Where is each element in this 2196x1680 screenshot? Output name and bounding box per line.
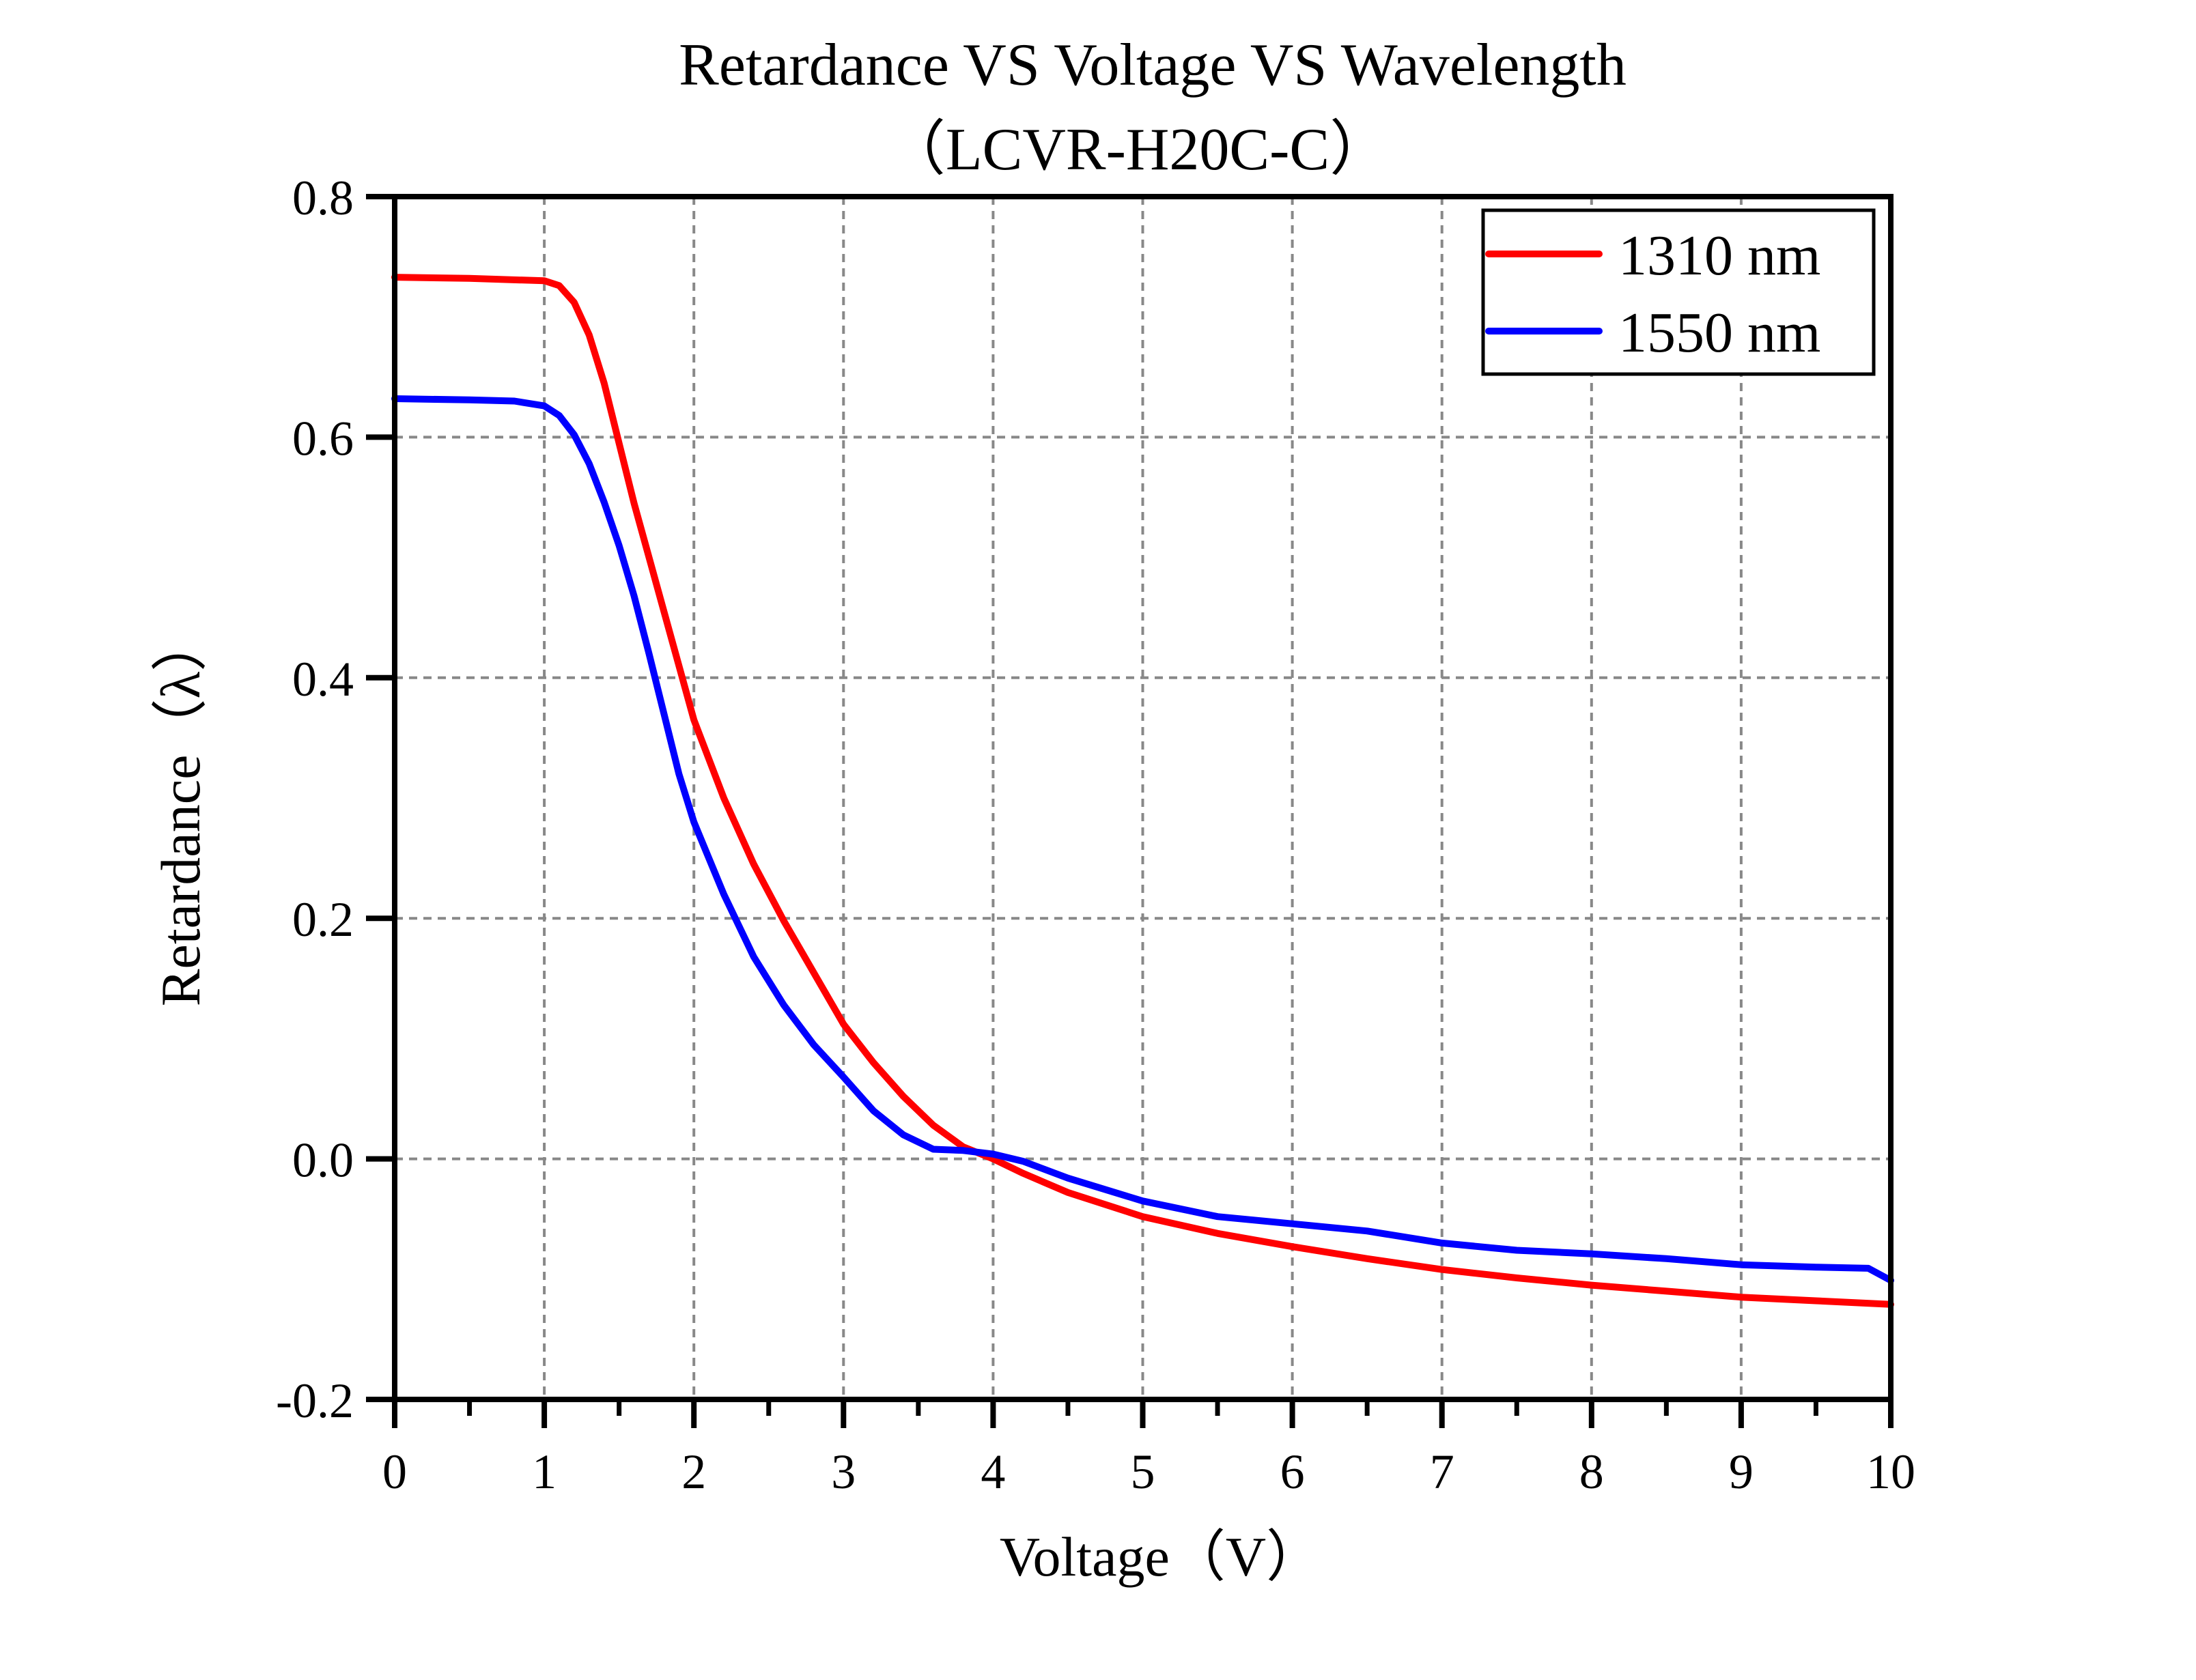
x-tick-label: 9 — [1729, 1444, 1754, 1499]
x-tick-label: 0 — [382, 1444, 407, 1499]
x-tick-label: 10 — [1866, 1444, 1915, 1499]
x-tick-label: 4 — [981, 1444, 1005, 1499]
series-line-1550-nm — [391, 395, 1894, 1284]
y-tick-label: -0.2 — [276, 1373, 354, 1428]
y-tick-label: 0.4 — [292, 652, 354, 707]
x-tick-label: 1 — [532, 1444, 557, 1499]
series-layer — [391, 274, 1894, 1308]
x-tick-label: 2 — [681, 1444, 706, 1499]
series-line-1310-nm — [391, 274, 1894, 1308]
y-tick-label: 0.0 — [292, 1133, 354, 1188]
chart-subtitle: （LCVR-H20C-C） — [886, 117, 1390, 183]
legend-label-1310: 1310 nm — [1618, 224, 1820, 287]
x-tick-label: 7 — [1430, 1444, 1454, 1499]
y-axis-label: Retardance（λ） — [150, 616, 212, 1007]
x-tick-label: 6 — [1280, 1444, 1305, 1499]
y-tick-label: 0.8 — [292, 171, 354, 225]
x-axis: 0 1 2 3 4 5 6 7 8 9 10 — [382, 1399, 1915, 1499]
legend-label-1550: 1550 nm — [1618, 301, 1820, 365]
x-tick-label: 8 — [1579, 1444, 1604, 1499]
chart-title: Retardance VS Voltage VS Wavelength — [679, 32, 1627, 98]
grid-lines — [395, 197, 1891, 1399]
legend: 1310 nm 1550 nm — [1481, 208, 1876, 376]
y-tick-label: 0.6 — [292, 411, 354, 466]
x-tick-label: 5 — [1131, 1444, 1155, 1499]
legend-box — [1481, 208, 1876, 376]
x-axis-label: Voltage（V） — [1000, 1526, 1322, 1588]
y-tick-label: 0.2 — [292, 892, 354, 947]
y-axis: -0.2 0.0 0.2 0.4 0.6 0.8 — [276, 171, 395, 1428]
x-tick-label: 3 — [831, 1444, 856, 1499]
